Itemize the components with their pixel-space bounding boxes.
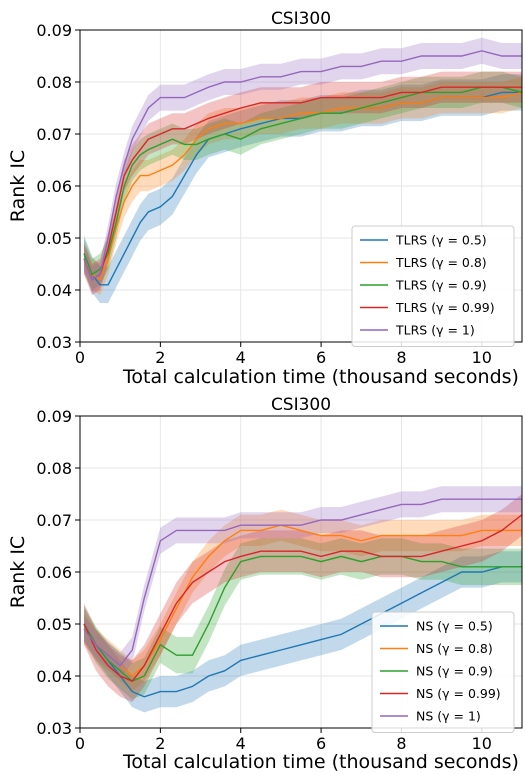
x-tick-label: 6 — [316, 734, 326, 753]
series-band-3 — [84, 538, 522, 700]
series-line-4 — [83, 86, 522, 281]
legend-entry: TLRS (γ = 0.9) — [395, 278, 487, 293]
x-tick-label: 10 — [472, 734, 492, 753]
plot-frame — [79, 29, 523, 343]
legend-entry: TLRS (γ = 1) — [395, 323, 475, 338]
series-line-2 — [83, 524, 522, 677]
legend-entry: NS (γ = 0.5) — [416, 619, 493, 634]
y-tick-label: 0.07 — [36, 125, 72, 144]
plot-frame — [79, 415, 523, 729]
series-line-3 — [83, 86, 522, 276]
y-tick-label: 0.03 — [36, 719, 72, 738]
legend-entry: NS (γ = 0.9) — [416, 664, 493, 679]
series-line-1 — [83, 566, 522, 698]
series-band-5 — [84, 486, 522, 679]
y-axis-label: Rank IC — [7, 150, 29, 222]
x-tick-label: 8 — [396, 348, 406, 367]
x-tick-label: 4 — [236, 734, 246, 753]
y-tick-label: 0.04 — [36, 667, 72, 686]
y-tick-label: 0.09 — [36, 21, 72, 40]
y-tick-label: 0.06 — [36, 177, 72, 196]
chart-panel-2: 0 2 4 6 8 10 0.03 0.04 0.05 0.06 0.07 0.08 0.09 CSI30… — [7, 395, 523, 773]
legend-box — [371, 611, 515, 733]
chart-title: CSI300 — [271, 395, 331, 415]
series-band-4 — [84, 71, 522, 296]
x-tick-label: 2 — [155, 734, 165, 753]
x-tick-label: 2 — [155, 348, 165, 367]
legend-entry: TLRS (γ = 0.8) — [395, 255, 487, 270]
series-band-5 — [84, 37, 522, 293]
y-tick-label: 0.05 — [36, 229, 72, 248]
y-tick-label: 0.08 — [36, 73, 72, 92]
series-line-4 — [83, 514, 522, 683]
x-tick-label: 4 — [236, 348, 246, 367]
legend: TLRS (γ = 0.5) TLRS (γ = 0.8) TLRS (γ = 0.… — [351, 225, 515, 347]
series-group — [83, 37, 522, 303]
series-line-2 — [83, 91, 522, 281]
x-axis-label: Total calculation time (thousand seconds… — [122, 366, 519, 388]
y-axis-label: Rank IC — [7, 536, 29, 608]
y-tick-label: 0.06 — [36, 563, 72, 582]
x-axis-label: Total calculation time (thousand seconds… — [122, 751, 519, 773]
chart-title: CSI300 — [271, 9, 331, 29]
y-tick-label: 0.08 — [36, 459, 72, 478]
y-tick-label: 0.04 — [36, 281, 72, 300]
legend-entry: NS (γ = 0.8) — [416, 641, 493, 656]
legend: NS (γ = 0.5) NS (γ = 0.8) NS (γ = 0.9) NS (… — [371, 611, 515, 733]
y-tick-label: 0.05 — [36, 615, 72, 634]
y-tick-label: 0.07 — [36, 511, 72, 530]
series-band-3 — [84, 71, 522, 290]
legend-entry: NS (γ = 1) — [416, 709, 481, 724]
chart-panel-1: 0 2 4 6 8 10 0.03 0.04 0.05 0.06 0.07 0.08 0.09 CSI30… — [7, 9, 523, 388]
legend-entry: TLRS (γ = 0.5) — [395, 233, 487, 248]
series-band-2 — [84, 509, 522, 692]
x-tick-label: 6 — [316, 348, 326, 367]
x-tick-label: 8 — [396, 734, 406, 753]
y-tick-label: 0.09 — [36, 407, 72, 426]
series-group — [83, 486, 522, 713]
x-tick-label: 0 — [75, 734, 85, 753]
series-line-5 — [83, 50, 522, 281]
legend-entry: TLRS (γ = 0.99) — [395, 300, 495, 315]
series-line-5 — [83, 498, 522, 667]
x-tick-label: 10 — [472, 348, 492, 367]
y-tick-label: 0.03 — [36, 333, 72, 352]
series-band-4 — [84, 494, 522, 702]
x-tick-label: 0 — [75, 348, 85, 367]
series-line-3 — [83, 555, 522, 683]
legend-box — [351, 225, 515, 347]
series-band-2 — [84, 76, 522, 296]
legend-entry: NS (γ = 0.99) — [416, 686, 501, 701]
series-band-1 — [84, 551, 522, 713]
